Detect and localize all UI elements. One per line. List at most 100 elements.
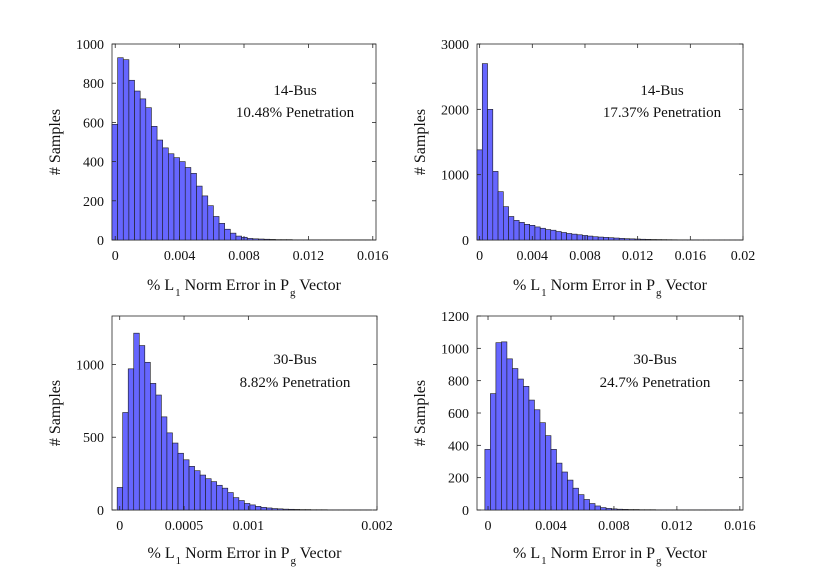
histogram-bar: [241, 236, 248, 241]
histogram-bar: [122, 59, 130, 241]
annotation-penetration: 24.7% Penetration: [600, 375, 711, 391]
histogram-bar: [534, 409, 541, 511]
x-tick-label: 0.008: [598, 519, 630, 534]
y-tick-label: 0: [97, 234, 104, 249]
subplot-3: 0 0.0005 0.001 0.002 0 500 1000 30-Bus 8.82% Pen…: [47, 315, 393, 567]
histogram-bar: [592, 236, 599, 241]
histogram-bar: [244, 503, 251, 511]
x-tick-label: 0.0005: [165, 519, 204, 534]
y-tick-label: 3000: [441, 38, 469, 53]
histogram-bar: [587, 235, 594, 241]
y-axis-label: # Samples: [412, 380, 429, 446]
histogram-bar: [205, 478, 212, 511]
histogram-bar: [594, 505, 601, 511]
histogram-bar: [271, 508, 278, 511]
histogram-bars: [111, 57, 372, 241]
x-tick-label: 0: [485, 519, 492, 534]
y-tick-label: 0: [462, 504, 469, 519]
annotation-system: 14-Bus: [273, 83, 317, 99]
annotation-penetration: 8.82% Penetration: [240, 375, 351, 391]
histogram-bar: [260, 507, 267, 511]
histogram-bars: [476, 63, 744, 241]
histogram-bar: [597, 236, 604, 241]
histogram-bar: [645, 239, 652, 241]
histogram-bar: [255, 506, 262, 511]
histogram-bar: [578, 494, 585, 511]
histogram-bar: [613, 237, 620, 241]
histogram-bar: [622, 509, 629, 511]
annotation-system: 14-Bus: [640, 83, 684, 99]
subplot-1: 0 0.004 0.008 0.012 0.016 0 200 400 600 800 1000 14…: [47, 38, 389, 299]
y-tick-label: 200: [448, 472, 469, 487]
x-tick-label: 0.016: [357, 249, 389, 264]
histogram-bar: [224, 228, 231, 241]
x-tick-label: 0.001: [233, 519, 265, 534]
x-tick-label: 0.004: [164, 249, 196, 264]
histogram-bar: [608, 237, 615, 241]
histogram-bar: [213, 216, 220, 241]
histogram-bar: [166, 432, 173, 511]
histogram-bar: [545, 229, 552, 241]
histogram-bar: [183, 459, 190, 511]
x-tick-label: 0.012: [293, 249, 325, 264]
x-tick-label: 0.004: [535, 519, 567, 534]
x-tick-label: 0: [112, 249, 119, 264]
x-tick-label: 0: [476, 249, 483, 264]
y-tick-label: 200: [83, 195, 104, 210]
x-tick-label: 0.02: [731, 249, 756, 264]
histogram-bar: [501, 341, 508, 511]
histogram-bar: [246, 238, 254, 241]
histogram-bar: [508, 216, 515, 241]
histogram-bar: [605, 508, 612, 511]
histogram-bar: [227, 492, 234, 511]
histogram-bar: [122, 412, 129, 511]
histogram-bar: [128, 79, 135, 241]
histogram-bar: [523, 386, 530, 511]
histogram-bar: [495, 342, 502, 511]
histogram-bar: [539, 227, 546, 241]
histogram-bar: [490, 393, 497, 511]
y-tick-label: 1000: [441, 169, 469, 184]
y-tick-label: 400: [448, 439, 469, 454]
y-tick-label: 800: [83, 77, 104, 92]
histogram-bar: [201, 195, 209, 241]
histogram-bar: [484, 449, 491, 511]
y-tick-label: 1000: [76, 38, 104, 53]
histogram-bar: [230, 232, 237, 241]
histogram-bar: [618, 238, 625, 241]
histogram-bar: [210, 481, 218, 511]
x-tick-label: 0.016: [675, 249, 707, 264]
histogram-bar: [133, 332, 140, 511]
histogram-bar: [207, 205, 214, 241]
histogram-bar: [179, 161, 186, 241]
histogram-bar: [155, 394, 162, 511]
y-axis-label: # Samples: [47, 109, 64, 175]
histogram-bar: [277, 508, 284, 511]
histogram-bar: [589, 503, 596, 511]
histogram-bar: [269, 239, 276, 241]
annotation-penetration: 10.48% Penetration: [236, 105, 355, 121]
x-tick-label: 0.004: [517, 249, 549, 264]
histogram-bar: [600, 507, 607, 511]
histogram-bar: [524, 224, 530, 241]
y-tick-label: 1000: [441, 342, 469, 357]
histogram-bar: [151, 126, 158, 241]
histogram-bar: [603, 237, 609, 241]
histogram-bar: [194, 470, 201, 511]
x-tick-label: 0.012: [622, 249, 654, 264]
histogram-bar: [503, 206, 509, 241]
y-tick-label: 2000: [441, 103, 469, 118]
histogram-bar: [539, 422, 546, 511]
y-tick-label: 0: [462, 234, 469, 249]
histogram-bar: [567, 479, 574, 511]
histogram-bar: [282, 508, 289, 511]
histogram-bar: [138, 345, 146, 511]
histogram-bar: [134, 90, 141, 241]
histogram-bar: [144, 361, 151, 511]
x-axis-label: % L1​ Norm Error in Pg​ Vector: [147, 277, 342, 299]
histogram-bar: [492, 171, 499, 241]
histogram-bar: [534, 226, 541, 241]
y-tick-label: 600: [448, 407, 469, 422]
histogram-bar: [487, 109, 494, 241]
histogram-bar: [263, 238, 271, 241]
